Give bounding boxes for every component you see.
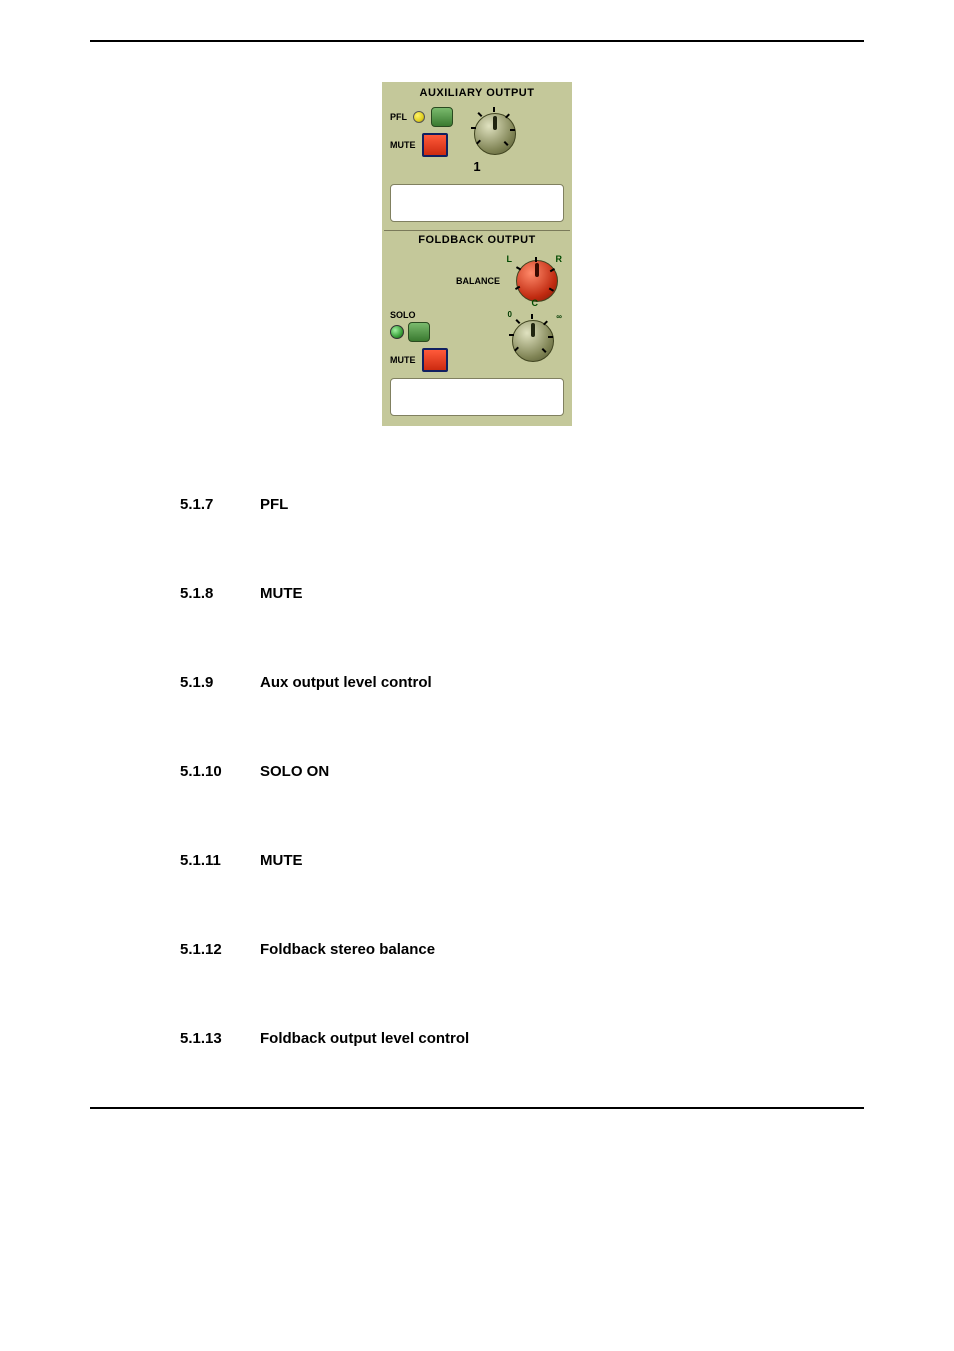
top-horizontal-rule	[90, 40, 864, 42]
section-number: 5.1.7	[180, 496, 260, 513]
aux-scribble-strip	[390, 184, 564, 222]
document-page: AUXILIARY OUTPUT PFL MUTE	[0, 0, 954, 1189]
section-item: 5.1.13 Foldback output level control	[180, 1030, 864, 1047]
solo-buttons	[390, 322, 430, 342]
pfl-button[interactable]	[431, 107, 453, 127]
section-title: PFL	[260, 496, 864, 513]
aux-mute-label: MUTE	[390, 140, 416, 150]
section-item: 5.1.12 Foldback stereo balance	[180, 941, 864, 958]
section-title: SOLO ON	[260, 763, 864, 780]
panel-figure: AUXILIARY OUTPUT PFL MUTE	[90, 82, 864, 426]
aux-left-column: PFL MUTE	[390, 107, 462, 157]
section-number: 5.1.9	[180, 674, 260, 691]
section-number: 5.1.10	[180, 763, 260, 780]
section-list: 5.1.7 PFL 5.1.8 MUTE 5.1.9 Aux output le…	[180, 496, 864, 1047]
solo-left-column: SOLO MUTE	[390, 310, 448, 372]
section-number: 5.1.13	[180, 1030, 260, 1047]
section-title: Aux output level control	[260, 674, 864, 691]
aux-knob-ticks-icon	[462, 107, 526, 159]
section-title: MUTE	[260, 852, 864, 869]
section-title: Foldback stereo balance	[260, 941, 864, 958]
foldback-scribble-strip	[390, 378, 564, 416]
foldback-body: L R BALANCE C	[384, 250, 570, 374]
section-title: Foldback output level control	[260, 1030, 864, 1047]
balance-row: L R BALANCE C	[390, 256, 564, 306]
section-item: 5.1.8 MUTE	[180, 585, 864, 602]
pfl-label: PFL	[390, 112, 407, 122]
section-title: MUTE	[260, 585, 864, 602]
foldback-knob-ticks-icon	[500, 310, 564, 366]
section-item: 5.1.9 Aux output level control	[180, 674, 864, 691]
bottom-horizontal-rule	[90, 1107, 864, 1109]
foldback-mute-label: MUTE	[390, 355, 416, 365]
pfl-led-icon	[413, 111, 425, 123]
aux-level-knob-wrap	[462, 107, 526, 159]
solo-button[interactable]	[408, 322, 430, 342]
solo-area: SOLO MUTE 0 ∞	[390, 310, 564, 372]
foldback-level-knob-wrap: 0 ∞	[500, 310, 564, 366]
solo-row: SOLO	[390, 310, 448, 342]
aux-channel-number: 1	[384, 159, 570, 180]
aux-controls-row: PFL MUTE	[384, 103, 570, 159]
section-number: 5.1.12	[180, 941, 260, 958]
foldback-mute-row: MUTE	[390, 348, 448, 372]
pfl-row: PFL	[390, 107, 462, 127]
solo-label: SOLO	[390, 310, 416, 320]
balance-c-mark: C	[532, 298, 539, 308]
section-number: 5.1.8	[180, 585, 260, 602]
mixer-panel: AUXILIARY OUTPUT PFL MUTE	[382, 82, 572, 426]
section-item: 5.1.10 SOLO ON	[180, 763, 864, 780]
foldback-header: FOLDBACK OUTPUT	[384, 231, 570, 250]
aux-mute-row: MUTE	[390, 133, 462, 157]
section-item: 5.1.11 MUTE	[180, 852, 864, 869]
solo-led-icon	[390, 325, 404, 339]
balance-label: BALANCE	[456, 276, 500, 286]
aux-header: AUXILIARY OUTPUT	[384, 84, 570, 103]
aux-mute-button[interactable]	[422, 133, 448, 157]
foldback-mute-button[interactable]	[422, 348, 448, 372]
section-item: 5.1.7 PFL	[180, 496, 864, 513]
section-number: 5.1.11	[180, 852, 260, 869]
